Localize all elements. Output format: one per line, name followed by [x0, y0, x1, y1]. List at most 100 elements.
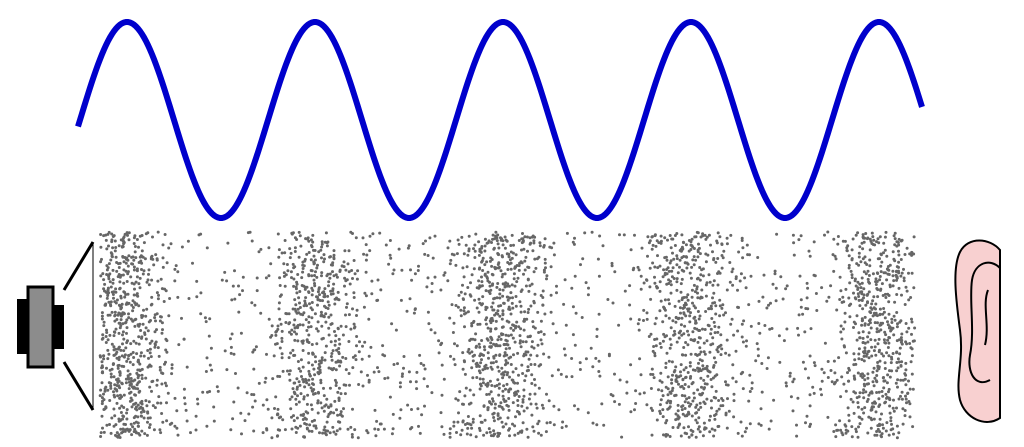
particle — [878, 275, 882, 278]
particle — [863, 322, 867, 326]
particle — [865, 382, 869, 386]
particle — [149, 303, 153, 307]
particle — [712, 434, 716, 438]
particle — [293, 326, 297, 330]
particle — [391, 427, 395, 431]
particle — [878, 422, 881, 426]
particle — [669, 283, 673, 287]
particle — [349, 327, 353, 331]
particle — [113, 239, 117, 243]
particle — [349, 230, 353, 234]
particle — [121, 430, 125, 434]
particle — [713, 331, 717, 335]
particle — [154, 253, 158, 257]
particle — [233, 269, 236, 273]
particle — [691, 258, 695, 262]
particle — [564, 424, 568, 428]
particle — [690, 295, 694, 299]
particle — [504, 347, 508, 351]
particle — [398, 385, 402, 389]
particle — [115, 389, 119, 393]
particle — [303, 287, 307, 291]
particle — [681, 247, 685, 251]
particle — [878, 313, 882, 317]
particle — [485, 393, 489, 396]
particle — [307, 325, 310, 329]
particle — [885, 278, 889, 282]
particle — [419, 362, 423, 365]
particle — [908, 415, 912, 419]
particle — [100, 314, 104, 318]
particle — [132, 402, 136, 406]
particle — [661, 320, 665, 324]
particle — [538, 244, 542, 248]
particle — [289, 351, 293, 355]
particle — [675, 232, 679, 235]
particle — [146, 416, 150, 420]
particle — [335, 408, 338, 412]
particle — [426, 384, 429, 388]
particle — [740, 434, 744, 438]
particle — [658, 280, 662, 284]
particle — [684, 243, 688, 247]
particle — [182, 387, 186, 391]
particle — [701, 434, 705, 438]
particle — [895, 424, 899, 428]
particle — [264, 376, 268, 380]
particle — [328, 431, 332, 435]
particle — [720, 242, 724, 246]
particle — [309, 258, 313, 262]
particle — [718, 304, 722, 308]
particle — [750, 381, 754, 385]
particle — [483, 348, 487, 352]
particle — [497, 369, 501, 373]
particle — [523, 310, 527, 314]
particle — [367, 317, 371, 321]
particle — [892, 333, 896, 337]
particle — [573, 404, 576, 408]
particle — [674, 365, 678, 369]
particle — [117, 303, 121, 307]
particle — [107, 352, 111, 356]
particle — [130, 433, 134, 437]
particle — [688, 361, 692, 365]
particle — [517, 239, 521, 242]
particle — [278, 284, 282, 287]
particle — [480, 358, 483, 362]
particle — [123, 429, 127, 433]
particle — [119, 427, 123, 431]
particle — [745, 339, 748, 343]
particle — [875, 287, 879, 290]
particle — [493, 265, 497, 269]
particle — [501, 282, 505, 286]
particle — [664, 421, 668, 425]
particle — [639, 373, 643, 377]
particle — [121, 239, 125, 243]
particle — [557, 408, 561, 412]
particle — [714, 389, 718, 393]
particle — [276, 407, 280, 411]
particle — [854, 284, 858, 288]
particle — [703, 328, 707, 331]
particle — [512, 243, 515, 247]
particle — [327, 284, 330, 288]
particle — [450, 252, 454, 256]
particle — [689, 311, 692, 315]
particle — [308, 302, 311, 306]
particle — [899, 364, 903, 368]
particle — [652, 345, 656, 348]
pressure-wave — [75, 19, 925, 221]
particle — [681, 377, 685, 381]
particle — [343, 276, 347, 280]
particle — [666, 375, 670, 379]
particle — [724, 351, 728, 355]
particle — [324, 320, 328, 324]
particle — [157, 293, 160, 297]
particle — [307, 333, 311, 337]
particle — [99, 274, 103, 278]
particle — [478, 345, 482, 349]
particle — [862, 354, 866, 358]
particle — [857, 251, 861, 255]
particle — [470, 273, 474, 277]
particle — [105, 366, 108, 370]
